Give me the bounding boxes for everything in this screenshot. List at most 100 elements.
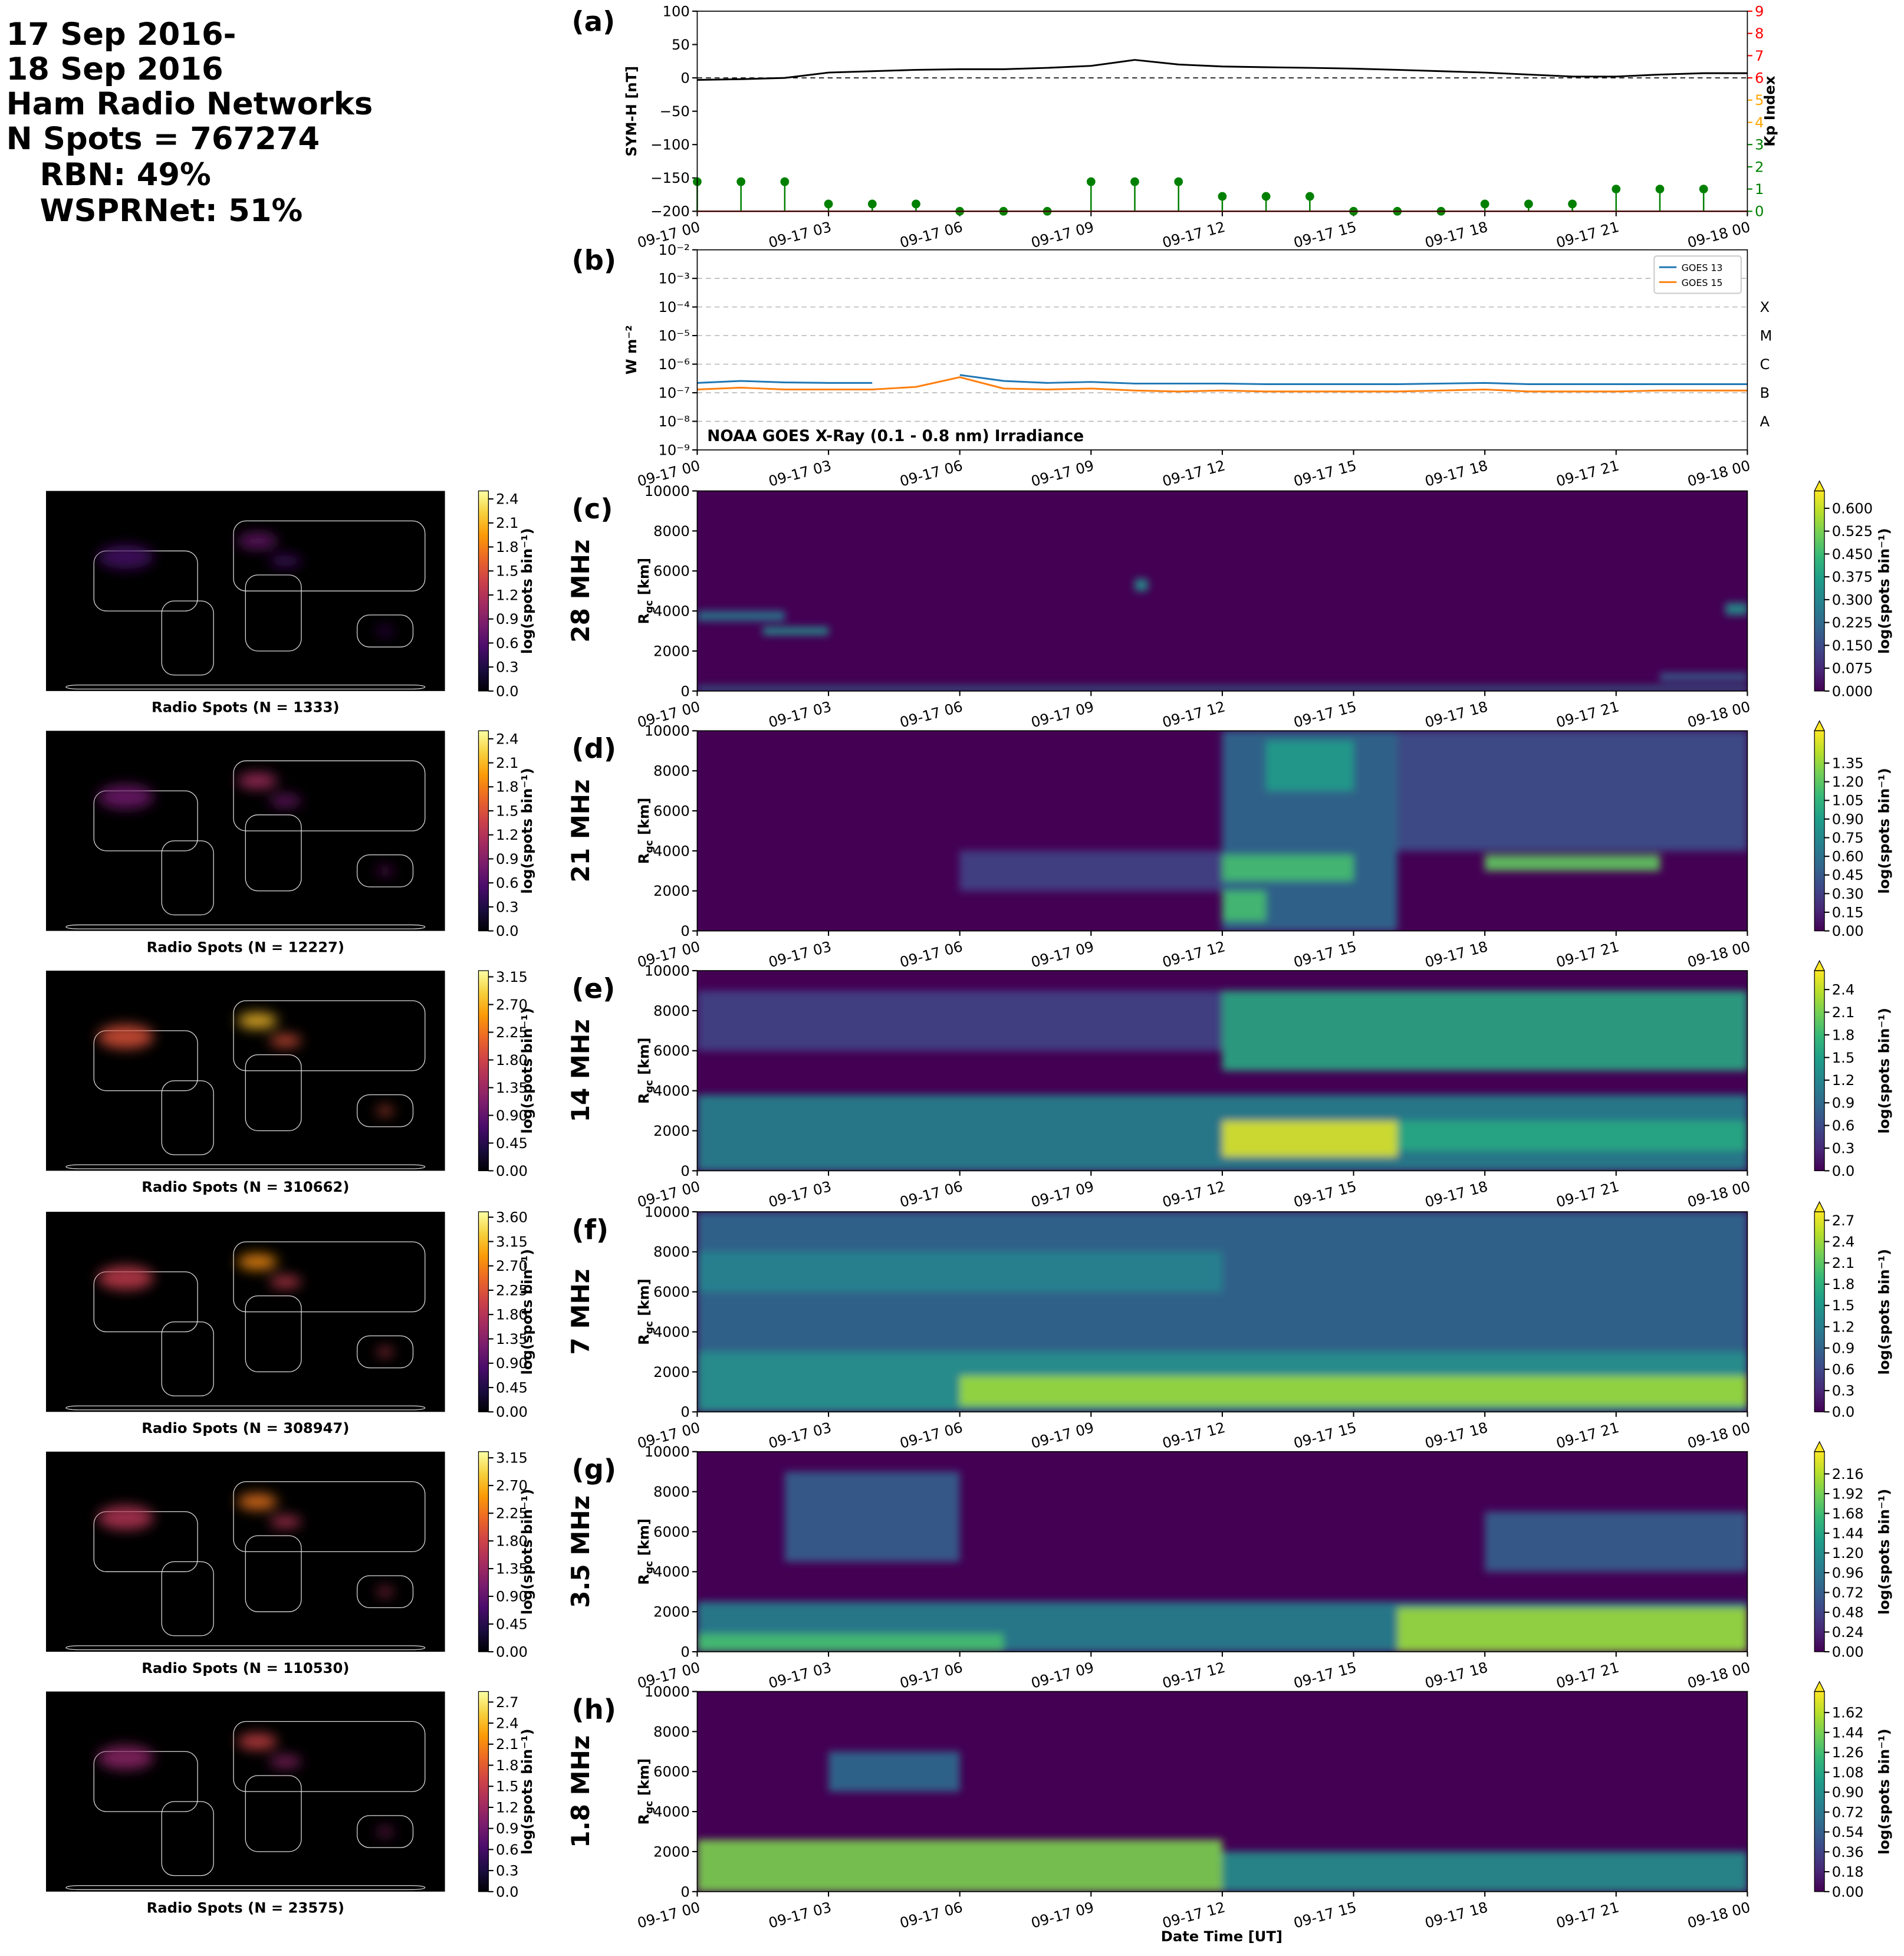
map-glow: [97, 1024, 154, 1049]
x-tick-label: 09-17 21: [1554, 698, 1620, 731]
colorbar-tick-label: 1.2: [1832, 1319, 1855, 1335]
kp-marker: [1568, 199, 1577, 209]
x-tick-label: 09-17 12: [1160, 1899, 1226, 1931]
heatmap-region: [697, 1251, 1222, 1292]
y-tick-label: 10000: [644, 483, 690, 499]
y2-tick-label: 8: [1755, 25, 1764, 42]
x-tick-label: 09-18 00: [1686, 698, 1752, 731]
colorbar-label: log(spots bin⁻¹): [519, 1249, 535, 1375]
map-glow: [377, 1827, 393, 1836]
heatmap-region: [1222, 1120, 1397, 1157]
heatmap-region: [1134, 578, 1148, 591]
y-label-unit: [km]: [636, 798, 652, 840]
colorbar: [1814, 491, 1825, 691]
colorbar-tick-label: 2.70: [496, 1478, 528, 1494]
heatmap-region: [1222, 990, 1748, 1071]
colorbar-tick-label: 0.36: [1832, 1844, 1864, 1860]
x-tick-label: 09-17 06: [898, 1178, 964, 1211]
band-label: 28 MHz: [566, 540, 595, 643]
x-tick-label: 09-17 03: [767, 1178, 833, 1211]
colorbar-frame: [478, 970, 489, 1172]
y-tick-label: 4000: [653, 843, 690, 859]
map-spots: [97, 1493, 393, 1596]
colorbar-tick-label: 0.90: [1832, 811, 1864, 827]
map-glow: [97, 784, 154, 809]
colorbar-tick-label: 0.90: [496, 1107, 528, 1124]
y-tick-label: 8000: [653, 1724, 690, 1740]
colorbar-tick-label: 0.72: [1832, 1804, 1864, 1820]
x-tick-label: 09-17 03: [767, 1899, 833, 1931]
y-axis-label: SYM-H [nT]: [623, 66, 640, 157]
y-label-sub: gc: [643, 840, 655, 853]
colorbar-tick-label: 0.3: [496, 1863, 519, 1879]
y-tick-label: 10000: [644, 1444, 690, 1460]
colorbar-tick-label: 0.6: [496, 875, 519, 892]
colorbar-tick-label: 0.90: [1832, 1784, 1864, 1801]
y-tick-label: 0: [680, 1163, 689, 1179]
map-coast: [65, 1164, 426, 1169]
kp-marker: [1699, 185, 1708, 193]
legend-label: GOES 13: [1682, 262, 1723, 273]
panel-label: (d): [572, 733, 617, 765]
x-tick-label: 09-18 00: [1686, 219, 1752, 251]
colorbar-tick-label: 2.25: [496, 1282, 528, 1298]
flare-class: B: [1760, 384, 1770, 401]
y-label-unit: [km]: [636, 558, 652, 600]
colorbar-tick-label: 0.30: [1832, 886, 1864, 902]
x-tick-label: 09-17 09: [1030, 219, 1096, 251]
legend-label: GOES 15: [1682, 277, 1723, 288]
colorbar-extend: [1814, 720, 1826, 731]
colorbar-frame: [1814, 1211, 1825, 1412]
x-tick-label: 09-17 03: [767, 219, 833, 251]
colorbar-tick-label: 0.9: [496, 1820, 519, 1837]
colorbar-tick-label: 0.00: [496, 1643, 528, 1660]
map-coast: [161, 600, 214, 676]
colorbar-tick-label: 0.00: [1832, 923, 1864, 939]
heatmap-region: [784, 1471, 960, 1562]
heatmap-texture: [697, 1471, 1748, 1652]
y-label-unit: [km]: [636, 1518, 652, 1561]
colorbar: [478, 491, 489, 691]
y2-tick-label: 4: [1755, 114, 1764, 131]
heatmap-region: [1222, 854, 1354, 881]
map-caption: Radio Spots (N = 12227): [147, 939, 344, 955]
y-tick-label: 6000: [653, 1764, 690, 1780]
heatmap-region: [1725, 603, 1748, 615]
colorbar: [1814, 1691, 1825, 1892]
kp-marker: [1130, 177, 1139, 186]
y-tick-label: 6000: [653, 1043, 690, 1059]
colorbar-tick-label: 0.90: [496, 1355, 528, 1372]
colorbar-tick-label: 1.05: [1832, 793, 1864, 809]
map-spots: [97, 1254, 393, 1356]
map-glow: [237, 772, 278, 789]
x-tick-label: 09-17 15: [1292, 1178, 1358, 1211]
map-coast: [161, 1801, 214, 1876]
colorbar-tick-label: 0.24: [1832, 1624, 1864, 1641]
heatmap-region: [1659, 673, 1748, 681]
header-line: RBN: 49%: [40, 157, 211, 193]
colorbar-tick-label: 0.45: [496, 1616, 528, 1632]
y-axis-label: Rgc [km]: [636, 1758, 655, 1825]
colorbar-tick-label: 0.75: [1832, 830, 1864, 846]
x-tick-label: 09-17 18: [1423, 457, 1489, 489]
colorbar-tick-label: 1.8: [1832, 1027, 1855, 1043]
heatmap-region: [1485, 1511, 1748, 1572]
colorbar-tick-label: 3.15: [496, 969, 528, 985]
band-label: 21 MHz: [566, 779, 595, 882]
band-label: 7 MHz: [566, 1269, 595, 1355]
colorbar-tick-label: 2.70: [496, 1258, 528, 1274]
heatmap-image: [697, 971, 1748, 1171]
x-tick-label: 09-17 12: [1160, 457, 1226, 489]
colorbar-frame: [1814, 970, 1825, 1172]
y-tick-label: 4000: [653, 1324, 690, 1340]
colorbar-tick-label: 0.72: [1832, 1584, 1864, 1601]
heatmap-texture: [959, 731, 1748, 931]
map-coast: [357, 1815, 414, 1848]
y-label-unit: [km]: [636, 1278, 652, 1321]
colorbar-tick-label: 0.00: [496, 1163, 528, 1179]
map-glow: [377, 1347, 393, 1356]
y-tick-label: 10000: [644, 962, 690, 979]
colorbar-tick-label: 0.450: [1832, 546, 1873, 563]
colorbar-label: log(spots bin⁻¹): [1876, 1728, 1893, 1854]
colorbar-frame: [1814, 1451, 1825, 1652]
